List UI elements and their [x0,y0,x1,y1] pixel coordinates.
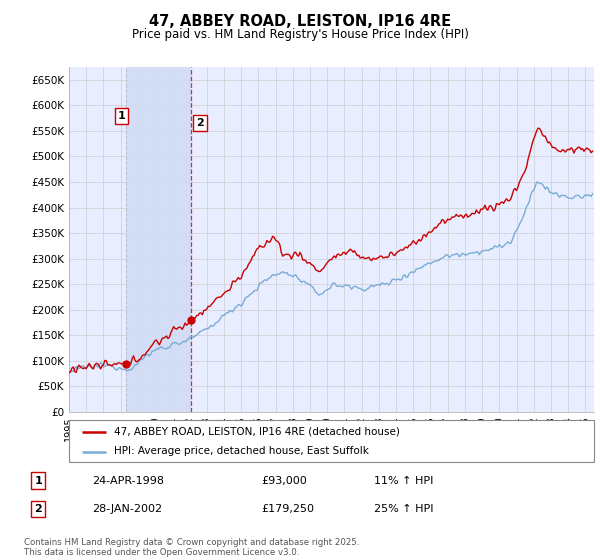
Text: 1: 1 [118,111,125,122]
Text: 47, ABBEY ROAD, LEISTON, IP16 4RE: 47, ABBEY ROAD, LEISTON, IP16 4RE [149,14,451,29]
Text: 2: 2 [196,118,204,128]
Text: 28-JAN-2002: 28-JAN-2002 [92,504,162,514]
Text: £179,250: £179,250 [261,504,314,514]
Text: 24-APR-1998: 24-APR-1998 [92,475,164,486]
Text: 1: 1 [34,475,42,486]
Text: £93,000: £93,000 [261,475,307,486]
Text: 2: 2 [34,504,42,514]
Text: Price paid vs. HM Land Registry's House Price Index (HPI): Price paid vs. HM Land Registry's House … [131,28,469,41]
Text: Contains HM Land Registry data © Crown copyright and database right 2025.
This d: Contains HM Land Registry data © Crown c… [24,538,359,557]
Text: 11% ↑ HPI: 11% ↑ HPI [374,475,433,486]
Text: 25% ↑ HPI: 25% ↑ HPI [374,504,433,514]
Text: 47, ABBEY ROAD, LEISTON, IP16 4RE (detached house): 47, ABBEY ROAD, LEISTON, IP16 4RE (detac… [113,427,400,437]
Bar [126,67,191,412]
Text: HPI: Average price, detached house, East Suffolk: HPI: Average price, detached house, East… [113,446,368,456]
